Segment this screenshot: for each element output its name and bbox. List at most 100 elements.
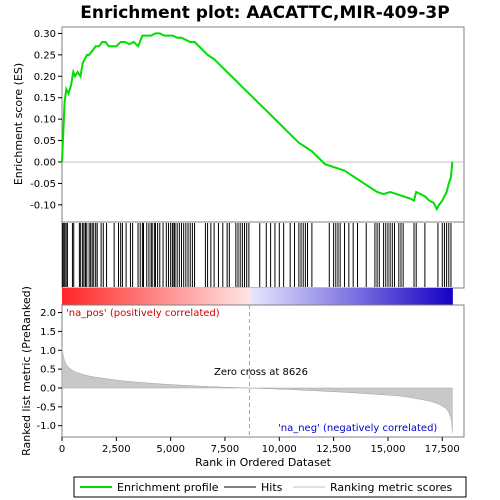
- color-band-segment: [182, 288, 187, 305]
- color-band-segment: [289, 288, 294, 305]
- color-band-segment: [260, 288, 265, 305]
- legend-metric-label: Ranking metric scores: [330, 481, 452, 494]
- color-band-segment: [123, 288, 128, 305]
- color-band-segment: [445, 288, 450, 305]
- x-tick-label: 2,500: [102, 444, 131, 455]
- color-band-segment: [377, 288, 382, 305]
- color-band-segment: [338, 288, 343, 305]
- color-band-segment: [205, 288, 209, 305]
- color-band-segment: [426, 288, 431, 305]
- color-band-segment: [185, 288, 190, 305]
- color-band-segment: [361, 288, 366, 305]
- color-band-segment: [192, 288, 196, 305]
- es-y-tick-label: -0.10: [30, 200, 56, 211]
- metric-y-axis-label: Ranked list metric (PreRanked): [20, 286, 33, 456]
- color-band-segment: [279, 288, 284, 305]
- es-y-tick-label: 0.30: [34, 29, 56, 40]
- color-band-segment: [188, 288, 193, 305]
- x-axis-label: Rank in Ordered Dataset: [195, 456, 332, 469]
- color-band-segment: [432, 288, 437, 305]
- metric-y-tick-label: 1.0: [40, 346, 56, 357]
- color-band-segment: [237, 288, 242, 305]
- color-band-segment: [341, 288, 346, 305]
- color-band-segment: [169, 288, 174, 305]
- color-band-segment: [88, 288, 92, 305]
- es-y-tick-label: 0.10: [34, 115, 56, 126]
- color-band-segment: [449, 288, 453, 305]
- x-axis: 0 2,500 5,000 7,500 10,000 12,500 15,000 17,500: [59, 437, 460, 455]
- es-y-axis: 0.30 0.25 0.20 0.15 0.10 0.05 0.00 -0.05 -0.10: [30, 29, 62, 211]
- color-band-segment: [117, 288, 122, 305]
- color-band-segment: [107, 288, 112, 305]
- color-band-segment: [114, 288, 118, 305]
- color-band-segment: [380, 288, 385, 305]
- color-band-segment: [208, 288, 213, 305]
- color-band-segment: [172, 288, 177, 305]
- color-band-segment: [257, 288, 261, 305]
- color-band-segment: [266, 288, 271, 305]
- rank-color-band: [62, 288, 453, 305]
- color-band-segment: [179, 288, 183, 305]
- color-band-segment: [263, 288, 268, 305]
- color-band-segment: [292, 288, 297, 305]
- color-band-segment: [231, 288, 235, 305]
- color-band-segment: [101, 288, 105, 305]
- metric-y-tick-label: 1.5: [40, 327, 56, 338]
- color-band-segment: [370, 288, 375, 305]
- color-band-segment: [201, 288, 206, 305]
- metric-y-tick-label: -1.0: [36, 421, 56, 432]
- color-band-segment: [211, 288, 216, 305]
- color-band-segment: [120, 288, 125, 305]
- color-band-segment: [364, 288, 369, 305]
- color-band-segment: [328, 288, 333, 305]
- x-tick-label: 7,500: [211, 444, 240, 455]
- color-band-segment: [75, 288, 79, 305]
- color-band-segment: [390, 288, 395, 305]
- legend: Enrichment profile Hits Ranking metric s…: [73, 476, 467, 498]
- color-band-segment: [344, 288, 349, 305]
- hit-lines: [62, 223, 452, 287]
- negative-correlation-label: 'na_neg' (negatively correlated): [278, 423, 437, 434]
- color-band-segment: [146, 288, 151, 305]
- color-band-segment: [166, 288, 170, 305]
- legend-hits-label: Hits: [261, 481, 283, 494]
- color-band-segment: [159, 288, 164, 305]
- color-band-segment: [396, 288, 401, 305]
- color-band-segment: [387, 288, 392, 305]
- es-panel: 0.30 0.25 0.20 0.15 0.10 0.05 0.00 -0.05 -0.10 E…: [12, 26, 465, 223]
- color-band-segment: [413, 288, 418, 305]
- color-band-segment: [403, 288, 408, 305]
- color-band-segment: [416, 288, 421, 305]
- x-tick-label: 15,000: [370, 444, 405, 455]
- color-band-segment: [351, 288, 356, 305]
- color-band-segment: [250, 288, 255, 305]
- color-band-segment: [253, 288, 258, 305]
- color-band-segment: [357, 288, 362, 305]
- color-band-segment: [244, 288, 248, 305]
- color-band-segment: [247, 288, 252, 305]
- color-band-segment: [393, 288, 398, 305]
- color-band-segment: [283, 288, 287, 305]
- color-band-segment: [221, 288, 226, 305]
- color-band-segment: [299, 288, 304, 305]
- color-band-segment: [374, 288, 379, 305]
- es-y-tick-label: 0.15: [34, 93, 56, 104]
- color-band-segment: [322, 288, 327, 305]
- x-tick-label: 10,000: [262, 444, 297, 455]
- color-band-segment: [78, 288, 83, 305]
- color-band-segment: [296, 288, 301, 305]
- enrichment-profile-line: [61, 32, 454, 212]
- color-band-segment: [354, 288, 359, 305]
- color-band-segment: [71, 288, 76, 305]
- metric-y-tick-label: 2.0: [40, 308, 56, 319]
- es-y-tick-label: 0.20: [34, 72, 56, 83]
- color-band-segment: [214, 288, 219, 305]
- ranking-metric-area: [61, 346, 453, 434]
- color-band-segment: [130, 288, 135, 305]
- color-band-segment: [136, 288, 141, 305]
- es-panel-frame: [61, 26, 465, 223]
- color-band-segment: [195, 288, 200, 305]
- color-band-segment: [409, 288, 414, 305]
- color-band-segment: [175, 288, 180, 305]
